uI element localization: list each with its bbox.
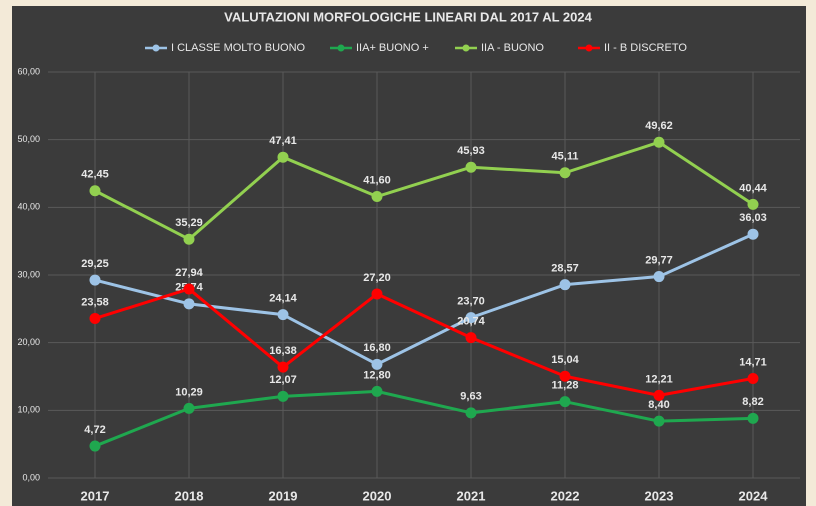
data-point <box>89 440 101 452</box>
legend-label: IIA+ BUONO + <box>356 42 429 54</box>
data-point <box>371 385 383 397</box>
legend-label: I CLASSE MOLTO BUONO <box>171 42 306 54</box>
legend-marker <box>462 44 470 52</box>
data-label: 11,28 <box>552 380 579 392</box>
data-label: 45,93 <box>457 145 485 157</box>
legend-label: II - B DISCRETO <box>604 42 687 54</box>
data-label: 36,03 <box>739 212 767 224</box>
data-point <box>465 407 477 419</box>
series-line <box>94 287 754 397</box>
x-tick-label: 2021 <box>457 488 486 503</box>
y-tick-label: 60,00 <box>17 66 40 76</box>
data-point <box>747 198 759 210</box>
data-point <box>653 271 665 283</box>
data-label: 40,44 <box>739 182 767 194</box>
legend-label: IIA - BUONO <box>481 42 544 54</box>
y-tick-label: 0,00 <box>22 472 40 482</box>
data-label: 45,11 <box>552 151 579 163</box>
data-label: 10,29 <box>175 386 203 398</box>
data-point <box>277 390 289 402</box>
data-point <box>653 415 665 427</box>
data-label: 15,04 <box>551 354 579 366</box>
data-label: 42,45 <box>81 169 109 181</box>
x-tick-label: 2018 <box>175 488 204 503</box>
y-tick-label: 20,00 <box>17 337 40 347</box>
data-point <box>559 279 571 291</box>
data-point <box>465 312 477 324</box>
data-point <box>371 191 383 203</box>
legend-marker <box>585 44 593 52</box>
data-point <box>183 402 195 414</box>
data-label: 8,40 <box>648 399 669 411</box>
data-label: 23,58 <box>81 296 109 308</box>
data-point <box>371 288 383 300</box>
data-point <box>89 312 101 324</box>
data-label: 49,62 <box>645 120 673 132</box>
chart-title: VALUTAZIONI MORFOLOGICHE LINEARI DAL 201… <box>224 9 592 24</box>
data-label: 9,63 <box>460 391 481 403</box>
data-label: 4,72 <box>84 424 105 436</box>
data-point <box>465 161 477 173</box>
x-tick-label: 2020 <box>363 488 392 503</box>
data-label: 16,80 <box>363 342 391 354</box>
data-point <box>183 298 195 310</box>
data-label: 41,60 <box>363 174 391 186</box>
series-line <box>94 232 754 366</box>
data-point <box>559 396 571 408</box>
data-label: 27,94 <box>175 267 203 279</box>
data-label: 16,38 <box>269 345 297 357</box>
data-point <box>277 361 289 373</box>
legend-marker <box>337 44 345 52</box>
y-tick-label: 30,00 <box>17 269 40 279</box>
data-point <box>465 332 477 344</box>
data-point <box>559 167 571 179</box>
data-point <box>89 185 101 197</box>
data-label: 12,07 <box>269 374 297 386</box>
data-label: 29,77 <box>645 254 673 266</box>
data-point <box>747 228 759 240</box>
x-tick-label: 2017 <box>81 488 110 503</box>
data-label: 35,29 <box>175 217 203 229</box>
data-point <box>277 151 289 163</box>
x-tick-label: 2019 <box>269 488 298 503</box>
y-tick-label: 50,00 <box>17 134 40 144</box>
data-label: 27,20 <box>363 272 391 284</box>
data-label: 12,21 <box>645 373 673 385</box>
data-point <box>653 389 665 401</box>
data-label: 28,57 <box>551 263 579 275</box>
data-label: 47,41 <box>269 135 297 147</box>
data-point <box>183 283 195 295</box>
data-point <box>747 372 759 384</box>
data-point <box>747 412 759 424</box>
series-line <box>94 389 754 448</box>
data-label: 8,82 <box>742 396 763 408</box>
y-tick-label: 10,00 <box>17 405 40 415</box>
data-point <box>559 370 571 382</box>
x-tick-label: 2022 <box>551 488 580 503</box>
legend-marker <box>152 44 160 52</box>
data-label: 12,80 <box>363 369 391 381</box>
data-point <box>89 274 101 286</box>
data-point <box>277 309 289 321</box>
data-label: 23,70 <box>457 296 485 308</box>
data-point <box>371 358 383 370</box>
series-line <box>94 140 754 241</box>
x-tick-label: 2023 <box>645 488 674 503</box>
data-label: 14,71 <box>739 356 767 368</box>
data-point <box>653 136 665 148</box>
data-label: 29,25 <box>81 258 109 270</box>
data-point <box>183 233 195 245</box>
x-tick-label: 2024 <box>739 488 769 503</box>
data-label: 20,74 <box>457 316 485 328</box>
y-tick-label: 40,00 <box>17 202 40 212</box>
data-label: 24,14 <box>269 293 297 305</box>
chart-background <box>12 6 806 506</box>
